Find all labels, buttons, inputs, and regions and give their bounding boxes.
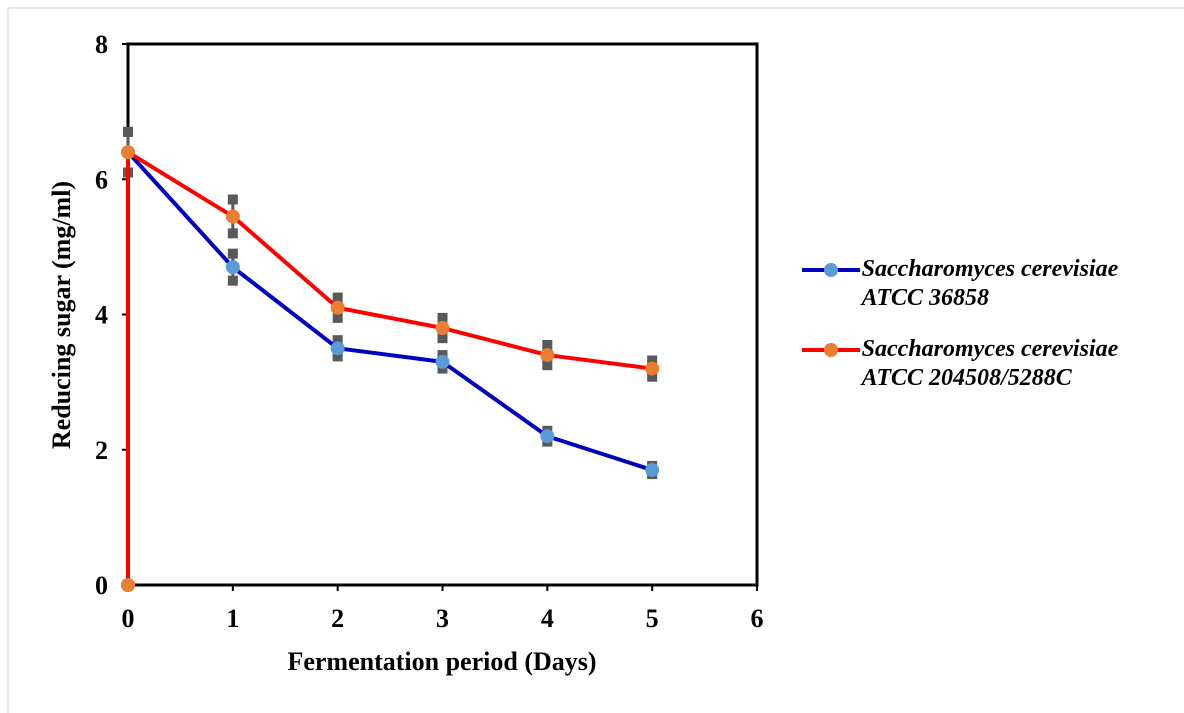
data-point xyxy=(225,260,240,275)
data-point xyxy=(121,145,135,160)
error-bar-cap xyxy=(437,312,448,323)
x-tick-label: 2 xyxy=(331,604,344,633)
error-bar-cap xyxy=(227,275,238,286)
data-point xyxy=(540,429,555,444)
x-tick-label: 3 xyxy=(436,604,449,633)
error-bar-cap xyxy=(123,126,133,137)
data-point xyxy=(540,348,555,363)
error-bar-cap xyxy=(227,194,238,205)
y-tick-label: 0 xyxy=(95,571,108,600)
x-tick-label: 5 xyxy=(646,604,659,633)
data-point xyxy=(225,209,240,224)
x-tick-label: 1 xyxy=(226,604,239,633)
series-line xyxy=(126,150,653,585)
error-bar-cap xyxy=(332,312,343,323)
data-point xyxy=(435,321,450,336)
y-tick-label: 8 xyxy=(95,30,108,59)
data-point xyxy=(121,578,135,592)
x-axis-label: Fermentation period (Days) xyxy=(287,647,596,676)
error-bar-cap xyxy=(542,339,553,350)
y-axis-label: Reducing sugar (mg/ml) xyxy=(47,181,76,449)
error-bar-cap xyxy=(542,360,553,371)
data-point xyxy=(330,341,345,356)
y-tick-label: 2 xyxy=(95,436,108,465)
legend-label: Saccharomyces cerevisiae ATCC 36858 xyxy=(861,256,1119,311)
data-point xyxy=(330,300,345,315)
x-tick-label: 0 xyxy=(122,604,135,633)
legend-label: Saccharomyces cerevisiae ATCC 204508/528… xyxy=(861,336,1119,391)
error-bar-cap xyxy=(332,335,343,346)
page-frame xyxy=(7,7,1184,713)
error-bar-cap xyxy=(332,292,343,303)
legend-item: Saccharomyces cerevisiae ATCC 36858 xyxy=(800,255,1180,313)
x-tick-label: 4 xyxy=(541,604,554,633)
error-bar-cap xyxy=(437,333,448,344)
error-bar-cap xyxy=(647,355,658,366)
legend-swatch xyxy=(802,343,860,357)
legend: Saccharomyces cerevisiae ATCC 36858 Sacch… xyxy=(800,255,1180,415)
legend-marker xyxy=(824,343,838,357)
y-tick-label: 4 xyxy=(95,301,108,330)
error-bar-cap xyxy=(647,371,658,382)
error-bar-cap xyxy=(332,351,343,362)
legend-marker xyxy=(824,263,838,277)
data-point xyxy=(435,354,450,369)
data-point xyxy=(645,361,660,376)
series-line xyxy=(126,150,653,585)
error-bar-cap xyxy=(227,248,238,259)
legend-swatch xyxy=(802,263,860,277)
data-point xyxy=(645,463,660,478)
legend-item: Saccharomyces cerevisiae ATCC 204508/528… xyxy=(800,335,1180,393)
y-tick-label: 6 xyxy=(95,165,108,194)
error-bar-cap xyxy=(227,228,238,239)
x-tick-label: 6 xyxy=(751,604,764,633)
